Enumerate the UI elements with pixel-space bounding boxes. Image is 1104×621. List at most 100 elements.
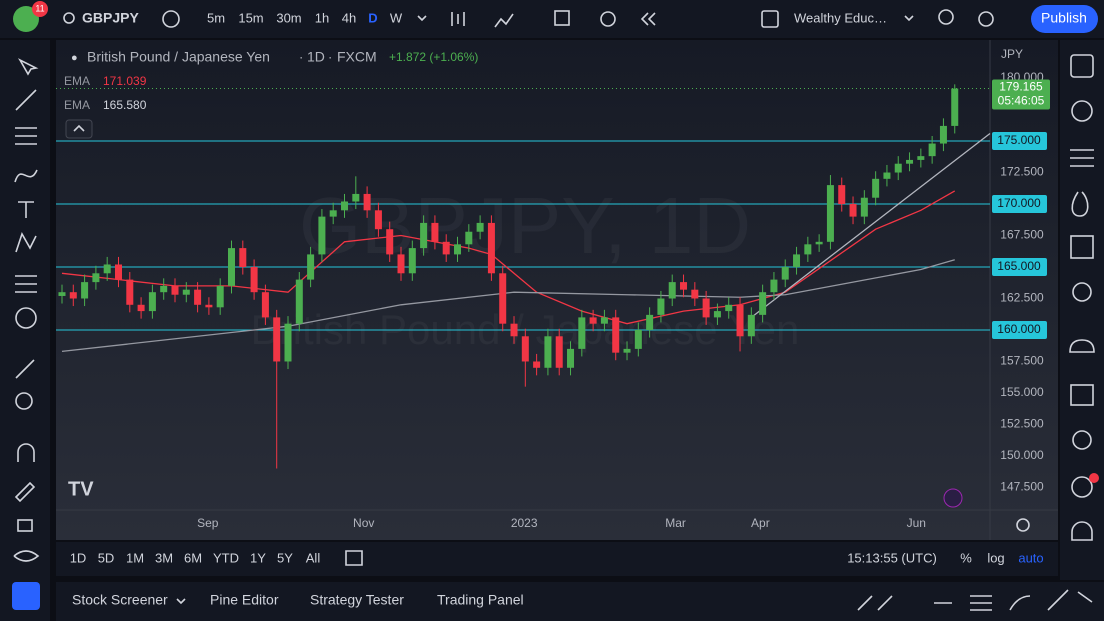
link-button[interactable] bbox=[12, 582, 40, 610]
candle-body bbox=[510, 323, 518, 337]
indicator-value: 165.580 bbox=[103, 98, 147, 112]
search-icon[interactable] bbox=[63, 12, 75, 24]
date-range-icon[interactable] bbox=[345, 550, 363, 566]
screener-menu[interactable] bbox=[176, 598, 186, 605]
panel-tab[interactable]: Trading Panel bbox=[437, 592, 524, 608]
range-button[interactable]: 3M bbox=[155, 550, 173, 565]
range-button[interactable]: All bbox=[306, 550, 321, 565]
candle-body bbox=[826, 185, 834, 242]
x-tick-label: Sep bbox=[197, 516, 219, 530]
badge bbox=[32, 1, 48, 17]
quick-search[interactable] bbox=[938, 9, 954, 25]
range-button[interactable]: YTD bbox=[213, 550, 239, 565]
candle-body bbox=[917, 156, 925, 160]
interval[interactable]: 4h bbox=[342, 10, 356, 25]
panel-tools[interactable] bbox=[857, 589, 1093, 611]
y-tick-label: 147.500 bbox=[1000, 480, 1044, 494]
last-price: 179.165 bbox=[999, 80, 1043, 94]
candle-body bbox=[623, 348, 631, 353]
scale-option[interactable]: auto bbox=[1018, 550, 1043, 565]
interval[interactable]: D bbox=[368, 10, 377, 25]
candle-body bbox=[205, 304, 213, 308]
candle-body bbox=[374, 210, 382, 230]
candle-body bbox=[533, 361, 541, 368]
candle-body bbox=[307, 254, 315, 280]
account[interactable]: Wealthy Educ… bbox=[794, 10, 887, 25]
indicators-icon[interactable] bbox=[494, 13, 514, 28]
candle-body bbox=[81, 282, 89, 299]
publish-button[interactable] bbox=[1031, 5, 1098, 33]
range-button[interactable]: 1D bbox=[70, 550, 87, 565]
candle-body bbox=[612, 317, 620, 353]
notification-dot bbox=[1089, 473, 1099, 483]
candle-body bbox=[295, 279, 303, 324]
interval[interactable]: 5m bbox=[207, 10, 225, 25]
interval[interactable]: 30m bbox=[276, 10, 301, 25]
publish-label[interactable]: Publish bbox=[1041, 10, 1087, 26]
candle-body bbox=[860, 197, 868, 217]
scale-option[interactable]: log bbox=[987, 550, 1004, 565]
candle-body bbox=[793, 254, 801, 268]
axis-settings[interactable] bbox=[1016, 518, 1030, 532]
drawing-tools[interactable] bbox=[13, 58, 40, 562]
alert-icon[interactable] bbox=[600, 11, 616, 27]
candle-body bbox=[838, 185, 846, 205]
range-button[interactable]: 1Y bbox=[250, 550, 266, 565]
chart-type-icon[interactable] bbox=[451, 12, 465, 26]
layout-icon[interactable] bbox=[554, 10, 570, 26]
candle-body bbox=[747, 314, 755, 337]
candle-body bbox=[420, 222, 428, 249]
interval-label: 1D bbox=[307, 49, 325, 65]
symbol[interactable]: GBPJPY bbox=[82, 10, 139, 26]
source: FXCM bbox=[337, 49, 377, 65]
candle-body bbox=[92, 273, 100, 283]
collapse-button[interactable] bbox=[65, 119, 93, 139]
flash-icon[interactable] bbox=[943, 488, 963, 508]
interval[interactable]: 15m bbox=[238, 10, 263, 25]
panel-tab[interactable]: Stock Screener bbox=[72, 592, 168, 608]
candle-body bbox=[883, 172, 891, 179]
range-button[interactable]: 6M bbox=[184, 550, 202, 565]
range-button[interactable]: 1M bbox=[126, 550, 144, 565]
chart-pane bbox=[56, 40, 1058, 540]
y-tick-label: 162.500 bbox=[1000, 291, 1044, 305]
panel-tab[interactable]: Strategy Tester bbox=[310, 592, 404, 608]
x-tick-label: Mar bbox=[665, 516, 686, 530]
widgets[interactable] bbox=[1069, 54, 1095, 541]
collapse-arrow[interactable] bbox=[73, 124, 85, 132]
interval[interactable]: 1h bbox=[315, 10, 329, 25]
candle-body bbox=[341, 201, 349, 211]
interval[interactable]: W bbox=[390, 10, 403, 25]
scale-option[interactable]: % bbox=[960, 550, 972, 565]
candle-body bbox=[600, 317, 608, 324]
candle-body bbox=[103, 264, 111, 274]
level-tag bbox=[992, 258, 1047, 277]
y-tick-label: 150.000 bbox=[1000, 448, 1044, 462]
panel-tab[interactable]: Pine Editor bbox=[210, 592, 279, 608]
range-button[interactable]: 5D bbox=[98, 550, 115, 565]
level-label: 175.000 bbox=[997, 133, 1041, 147]
candle-body bbox=[499, 273, 507, 324]
range-button[interactable]: 5Y bbox=[277, 550, 293, 565]
candle-body bbox=[160, 285, 168, 293]
settings-icon[interactable] bbox=[978, 11, 994, 27]
candle-body bbox=[680, 282, 688, 290]
level-label: 170.000 bbox=[997, 196, 1041, 210]
y-tick-label: 172.500 bbox=[1000, 165, 1044, 179]
account-menu[interactable] bbox=[904, 15, 914, 22]
candle-body bbox=[939, 125, 947, 144]
candle-body bbox=[894, 163, 902, 173]
layout-toggle[interactable] bbox=[761, 10, 779, 28]
candle-body bbox=[397, 254, 405, 274]
interval-menu[interactable] bbox=[417, 15, 427, 22]
candle-body bbox=[239, 248, 247, 268]
candle-body bbox=[329, 210, 337, 217]
add-symbol-icon[interactable] bbox=[162, 10, 180, 28]
level-label: 160.000 bbox=[997, 322, 1041, 336]
candle-body bbox=[691, 289, 699, 299]
candle-body bbox=[442, 241, 450, 255]
avatar[interactable] bbox=[13, 6, 39, 32]
y-tick-label: 152.500 bbox=[1000, 417, 1044, 431]
candle-body bbox=[804, 244, 812, 255]
replay-icon[interactable] bbox=[640, 12, 656, 26]
